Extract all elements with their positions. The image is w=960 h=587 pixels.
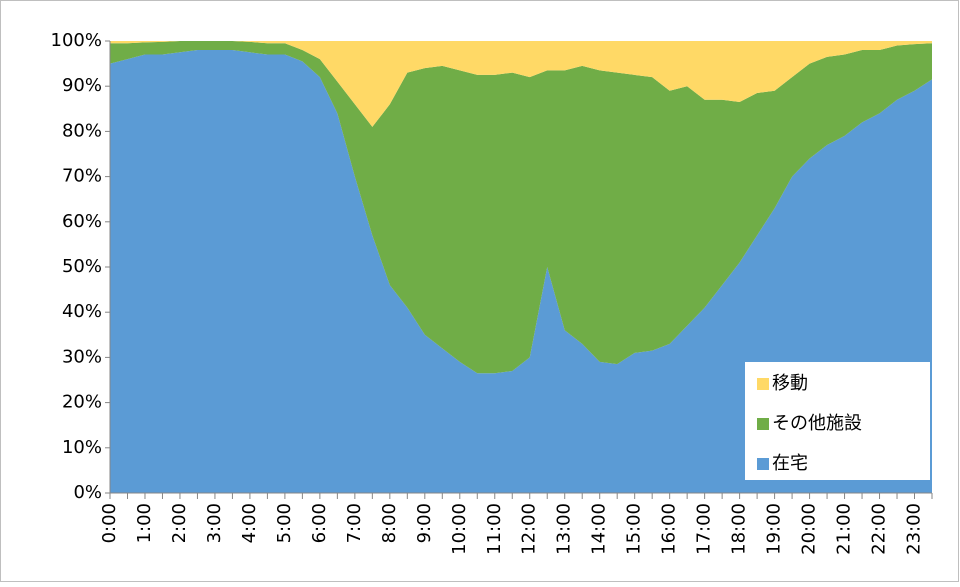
legend-label: その他施設	[772, 413, 862, 434]
y-tick-label: 50%	[62, 256, 102, 277]
legend-swatch	[757, 378, 769, 390]
area	[110, 50, 932, 493]
x-tick-label: 10:00	[449, 503, 470, 555]
y-tick-label: 40%	[62, 301, 102, 322]
x-tick-label: 17:00	[694, 503, 715, 555]
x-tick-label: 3:00	[204, 503, 225, 543]
x-tick-label: 19:00	[764, 503, 785, 555]
x-tick-label: 16:00	[659, 503, 680, 555]
x-tick-label: 0:00	[99, 503, 120, 543]
y-tick-label: 0%	[73, 482, 102, 503]
legend-swatch	[757, 418, 769, 430]
y-tick-label: 60%	[62, 211, 102, 232]
legend-label: 移動	[772, 373, 808, 394]
x-tick-label: 15:00	[624, 503, 645, 555]
y-tick-label: 80%	[62, 120, 102, 141]
x-tick-label: 21:00	[834, 503, 855, 555]
x-tick-label: 13:00	[554, 503, 575, 555]
x-tick-label: 11:00	[484, 503, 505, 555]
x-tick-label: 8:00	[379, 503, 400, 543]
y-tick-label: 20%	[62, 392, 102, 413]
x-tick-label: 22:00	[869, 503, 890, 555]
x-tick-label: 23:00	[904, 503, 925, 555]
x-tick-label: 20:00	[799, 503, 820, 555]
legend-swatch	[757, 458, 769, 470]
x-tick-label: 18:00	[729, 503, 750, 555]
y-tick-label: 90%	[62, 75, 102, 96]
area	[110, 41, 932, 374]
y-tick-label: 10%	[62, 437, 102, 458]
x-tick-label: 14:00	[589, 503, 610, 555]
y-tick-label: 100%	[51, 30, 102, 51]
x-tick-label: 5:00	[274, 503, 295, 543]
x-tick-label: 2:00	[169, 503, 190, 543]
x-tick-label: 9:00	[414, 503, 435, 543]
x-tick-label: 4:00	[239, 503, 260, 543]
x-tick-label: 1:00	[134, 503, 155, 543]
legend-box	[745, 362, 930, 480]
x-tick-label: 6:00	[309, 503, 330, 543]
legend-label: 在宅	[772, 453, 808, 474]
area	[110, 41, 932, 127]
x-tick-label: 12:00	[519, 503, 540, 555]
y-tick-label: 70%	[62, 166, 102, 187]
y-tick-label: 30%	[62, 346, 102, 367]
x-tick-label: 7:00	[344, 503, 365, 543]
